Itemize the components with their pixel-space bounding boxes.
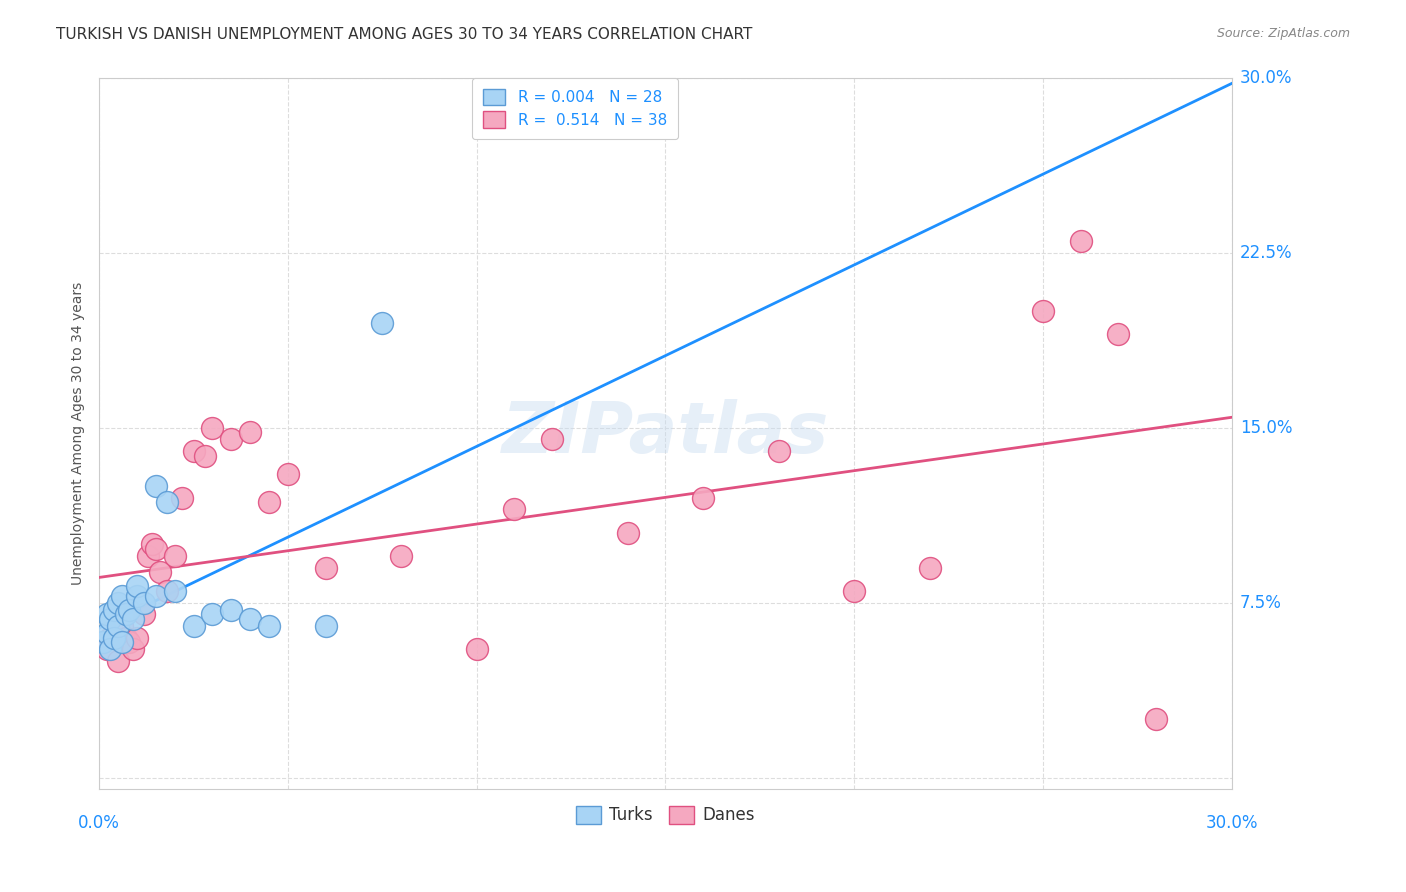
Point bbox=[503, 502, 526, 516]
Text: 15.0%: 15.0% bbox=[1240, 418, 1292, 436]
Point bbox=[201, 420, 224, 434]
Point bbox=[91, 635, 114, 649]
Point bbox=[257, 619, 280, 633]
Point bbox=[239, 425, 262, 440]
Point bbox=[100, 631, 122, 645]
Point bbox=[465, 642, 488, 657]
Text: 30.0%: 30.0% bbox=[1205, 814, 1258, 832]
Point bbox=[107, 596, 129, 610]
Point bbox=[768, 444, 790, 458]
Point bbox=[134, 596, 156, 610]
Point bbox=[918, 560, 941, 574]
Point bbox=[616, 525, 638, 540]
Point bbox=[111, 589, 134, 603]
Point bbox=[100, 642, 122, 657]
Point bbox=[145, 479, 167, 493]
Point bbox=[122, 612, 145, 626]
Point bbox=[692, 491, 714, 505]
Text: Source: ZipAtlas.com: Source: ZipAtlas.com bbox=[1216, 27, 1350, 40]
Point bbox=[172, 491, 194, 505]
Point bbox=[1107, 327, 1129, 342]
Point bbox=[114, 631, 136, 645]
Point bbox=[96, 642, 118, 657]
Point bbox=[148, 566, 170, 580]
Text: 22.5%: 22.5% bbox=[1240, 244, 1292, 261]
Point bbox=[371, 316, 394, 330]
Point bbox=[145, 589, 167, 603]
Point bbox=[183, 444, 205, 458]
Point bbox=[111, 619, 134, 633]
Point bbox=[156, 584, 179, 599]
Point bbox=[1144, 712, 1167, 726]
Point bbox=[118, 635, 141, 649]
Point bbox=[1070, 234, 1092, 248]
Point bbox=[107, 654, 129, 668]
Point bbox=[134, 607, 156, 622]
Point bbox=[315, 560, 337, 574]
Point bbox=[96, 607, 118, 622]
Point bbox=[141, 537, 163, 551]
Point bbox=[257, 495, 280, 509]
Point bbox=[315, 619, 337, 633]
Text: 7.5%: 7.5% bbox=[1240, 594, 1282, 612]
Point bbox=[156, 495, 179, 509]
Text: 30.0%: 30.0% bbox=[1240, 69, 1292, 87]
Point bbox=[96, 626, 118, 640]
Point bbox=[100, 612, 122, 626]
Point bbox=[201, 607, 224, 622]
Point bbox=[107, 619, 129, 633]
Legend: Turks, Danes: Turks, Danes bbox=[569, 799, 762, 831]
Point bbox=[145, 541, 167, 556]
Point bbox=[239, 612, 262, 626]
Point bbox=[91, 635, 114, 649]
Point bbox=[389, 549, 412, 563]
Point bbox=[277, 467, 299, 482]
Point bbox=[125, 579, 148, 593]
Point bbox=[114, 607, 136, 622]
Point bbox=[125, 631, 148, 645]
Text: TURKISH VS DANISH UNEMPLOYMENT AMONG AGES 30 TO 34 YEARS CORRELATION CHART: TURKISH VS DANISH UNEMPLOYMENT AMONG AGE… bbox=[56, 27, 752, 42]
Point bbox=[219, 602, 242, 616]
Point bbox=[183, 619, 205, 633]
Point bbox=[842, 584, 865, 599]
Text: ZIPatlas: ZIPatlas bbox=[502, 399, 830, 468]
Point bbox=[163, 584, 186, 599]
Point bbox=[136, 549, 159, 563]
Point bbox=[122, 642, 145, 657]
Point bbox=[541, 432, 564, 446]
Point bbox=[103, 631, 125, 645]
Point bbox=[194, 449, 217, 463]
Point bbox=[219, 432, 242, 446]
Point bbox=[103, 602, 125, 616]
Point bbox=[163, 549, 186, 563]
Point bbox=[125, 589, 148, 603]
Y-axis label: Unemployment Among Ages 30 to 34 years: Unemployment Among Ages 30 to 34 years bbox=[72, 282, 86, 585]
Point bbox=[1032, 304, 1054, 318]
Text: 0.0%: 0.0% bbox=[79, 814, 120, 832]
Point bbox=[111, 635, 134, 649]
Point bbox=[118, 602, 141, 616]
